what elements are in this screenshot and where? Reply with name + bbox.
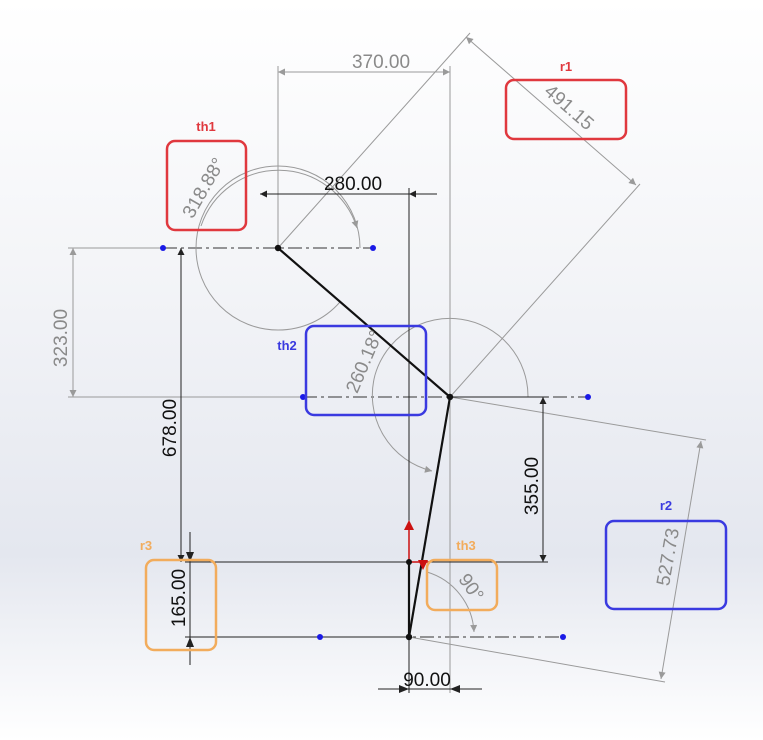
dimension-491 [465, 36, 637, 186]
tag-th1: th1 [196, 119, 216, 134]
centerline-end-point[interactable] [560, 634, 566, 640]
link-1[interactable] [277, 247, 451, 398]
r3-highlight-box [144, 558, 218, 652]
sketch-points[interactable] [160, 244, 591, 641]
centerline-end-point[interactable] [585, 394, 591, 400]
tag-r3: r3 [140, 538, 152, 553]
dimension-370-value[interactable]: 370.00 [352, 52, 410, 73]
tag-r2: r2 [660, 498, 672, 513]
arc-90 [426, 571, 478, 633]
extension-491-b [449, 183, 641, 398]
joint-origin[interactable] [406, 559, 412, 565]
arrow-165-top [186, 552, 194, 562]
centerline-end-point[interactable] [317, 634, 323, 640]
tag-r1: r1 [560, 59, 572, 74]
joint-middle[interactable] [446, 393, 454, 401]
dimension-90-angle-value[interactable]: 90° [454, 570, 488, 606]
centerline-end-point[interactable] [300, 394, 306, 400]
r1-highlight-box [504, 78, 628, 141]
arrow-165-bottom [186, 637, 194, 647]
mechanism-links[interactable] [277, 247, 452, 638]
arc-318 [195, 165, 361, 331]
origin-arrow-up [404, 520, 414, 530]
joint-bottom[interactable] [405, 633, 413, 641]
extension-527-a [449, 396, 707, 441]
extension-491-a [277, 32, 471, 249]
dimension-260-value[interactable]: 260.18° [342, 328, 387, 397]
dimension-165-value[interactable]: 165.00 [169, 569, 190, 627]
arrow-90-left [399, 685, 409, 693]
annotation-boxes [144, 78, 728, 652]
th1-highlight-box [165, 139, 248, 232]
arc-260-lower [371, 374, 433, 473]
dimension-527-value[interactable]: 527.73 [653, 527, 684, 588]
dimension-678-value[interactable]: 678.00 [160, 399, 181, 457]
th2-highlight-box [304, 324, 428, 417]
arc-318-upper [200, 169, 359, 229]
dimension-lines-grey [68, 32, 707, 693]
link-2[interactable] [407, 396, 452, 638]
tag-th3: th3 [456, 538, 476, 553]
dimension-355-value[interactable]: 355.00 [522, 457, 543, 515]
dimension-90-value[interactable]: 90.00 [403, 670, 451, 691]
arrow-90-right [450, 685, 460, 693]
r2-highlight-box [604, 519, 728, 611]
origin-marker [404, 520, 430, 570]
origin-arrow-down [418, 560, 428, 570]
joint-top[interactable] [274, 244, 282, 252]
dimension-lines-dark [177, 188, 548, 693]
dimension-323-value[interactable]: 323.00 [51, 309, 72, 367]
extension-527-b [408, 636, 666, 683]
arc-260 [374, 317, 529, 398]
dimension-527 [658, 440, 704, 680]
centerline-end-point[interactable] [160, 245, 166, 251]
th3-highlight-box [425, 558, 499, 612]
tag-th2: th2 [277, 338, 297, 353]
centerline-end-point[interactable] [370, 245, 376, 251]
annotation-tags: r1 th1 th2 r2 r3 th3 [140, 59, 672, 553]
dimension-280-value[interactable]: 280.00 [324, 174, 382, 195]
centerlines [163, 247, 588, 638]
